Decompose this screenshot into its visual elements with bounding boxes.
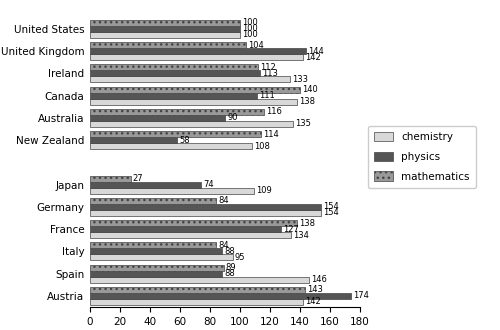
Bar xyxy=(90,248,222,254)
Bar xyxy=(90,64,258,70)
Text: 74: 74 xyxy=(203,180,214,189)
Bar xyxy=(90,20,240,26)
Bar xyxy=(90,204,321,210)
Bar xyxy=(90,226,280,232)
Bar xyxy=(90,210,321,216)
Text: 127: 127 xyxy=(283,224,298,234)
Text: 104: 104 xyxy=(248,41,264,49)
Bar xyxy=(90,109,264,115)
Text: 154: 154 xyxy=(323,208,339,217)
Bar xyxy=(90,293,351,299)
Bar xyxy=(90,32,240,38)
Bar xyxy=(90,115,225,121)
Text: 88: 88 xyxy=(224,269,235,278)
Text: 142: 142 xyxy=(305,52,321,62)
Text: 111: 111 xyxy=(259,91,274,100)
Bar xyxy=(90,287,304,293)
Text: 58: 58 xyxy=(179,136,190,145)
Text: 142: 142 xyxy=(305,297,321,306)
Bar xyxy=(90,48,306,54)
Text: 135: 135 xyxy=(295,119,310,128)
Bar xyxy=(90,182,201,187)
Text: 88: 88 xyxy=(224,247,235,256)
Text: 84: 84 xyxy=(218,196,229,205)
Text: 140: 140 xyxy=(302,85,318,94)
Bar xyxy=(90,93,256,99)
Bar xyxy=(90,299,303,305)
Text: 174: 174 xyxy=(353,291,369,300)
Bar xyxy=(90,187,254,194)
Text: 100: 100 xyxy=(242,24,258,33)
Bar xyxy=(90,70,260,76)
Bar xyxy=(90,176,130,182)
Bar xyxy=(90,54,303,60)
Bar xyxy=(90,121,292,127)
Bar xyxy=(90,254,233,260)
Text: 108: 108 xyxy=(254,142,270,150)
Text: 154: 154 xyxy=(323,202,339,211)
Text: 138: 138 xyxy=(299,97,316,106)
Text: 90: 90 xyxy=(227,113,238,122)
Text: 89: 89 xyxy=(226,263,236,272)
Legend: chemistry, physics, mathematics: chemistry, physics, mathematics xyxy=(368,126,476,188)
Bar xyxy=(90,198,216,204)
Text: 100: 100 xyxy=(242,18,258,27)
Bar xyxy=(90,265,224,271)
Bar xyxy=(90,86,300,93)
Text: 134: 134 xyxy=(293,231,309,240)
Bar xyxy=(90,99,297,105)
Bar xyxy=(90,143,252,149)
Text: 143: 143 xyxy=(307,285,322,294)
Bar xyxy=(90,271,222,277)
Text: 112: 112 xyxy=(260,63,276,72)
Text: 144: 144 xyxy=(308,47,324,55)
Text: 114: 114 xyxy=(263,130,279,139)
Bar xyxy=(90,131,261,137)
Text: 84: 84 xyxy=(218,241,229,250)
Bar xyxy=(90,277,309,282)
Bar xyxy=(90,42,246,48)
Bar xyxy=(90,242,216,248)
Bar xyxy=(90,232,291,238)
Bar xyxy=(90,76,290,82)
Text: 113: 113 xyxy=(262,69,278,78)
Text: 100: 100 xyxy=(242,30,258,39)
Bar xyxy=(90,220,297,226)
Text: 146: 146 xyxy=(311,275,327,284)
Text: 27: 27 xyxy=(133,174,143,183)
Bar xyxy=(90,26,240,32)
Text: 116: 116 xyxy=(266,107,282,116)
Text: 138: 138 xyxy=(299,218,316,228)
Text: 109: 109 xyxy=(256,186,272,195)
Text: 133: 133 xyxy=(292,75,308,84)
Bar xyxy=(90,137,177,143)
Text: 95: 95 xyxy=(235,253,245,262)
